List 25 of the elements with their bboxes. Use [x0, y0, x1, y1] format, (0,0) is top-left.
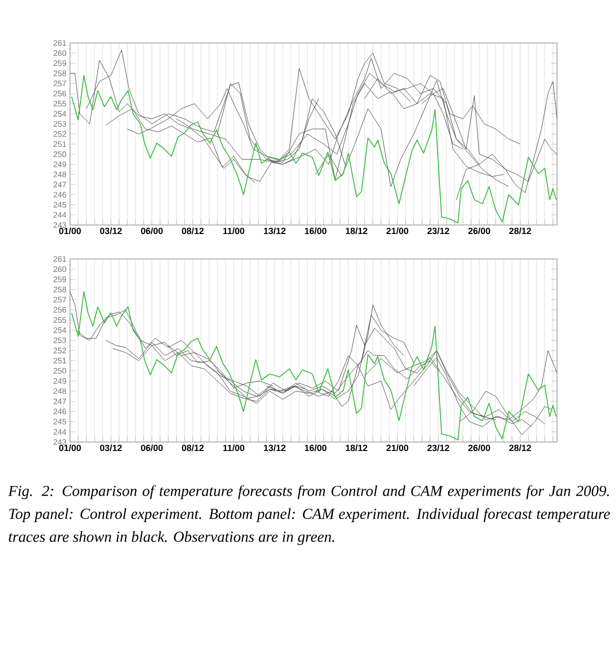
x-tick-label: 08/12: [182, 444, 204, 452]
x-tick-label: 01/00: [59, 444, 81, 452]
x-tick-label: 26/00: [468, 444, 490, 452]
x-tick-label: 23/12: [427, 444, 450, 452]
x-tick-label: 06/00: [140, 444, 163, 452]
x-tick-label: 18/12: [346, 444, 368, 452]
x-tick-label: 03/12: [100, 444, 122, 452]
x-tick-label: 26/00: [468, 228, 490, 234]
x-tick-label: 28/12: [509, 444, 532, 452]
x-tick-label: 11/00: [223, 444, 244, 452]
x-tick-label: 06/00: [140, 228, 163, 234]
x-tick-label: 18/12: [346, 228, 368, 234]
x-tick-label: 01/00: [59, 228, 81, 234]
x-tick-label: 13/12: [264, 228, 286, 234]
x-tick-label: 08/12: [182, 228, 204, 234]
x-tick-label: 16/00: [304, 444, 326, 452]
x-tick-label: 28/12: [509, 228, 532, 234]
x-tick-label: 23/12: [427, 228, 450, 234]
x-tick-label: 21/00: [386, 228, 408, 234]
x-tick-label: 21/00: [386, 444, 408, 452]
x-tick-label: 03/12: [100, 228, 122, 234]
x-tick-label: 13/12: [264, 444, 286, 452]
text: Fig. 2: Comparison of temperature forecasts from Control and CAM experiments for Jan 2009. Top panel: Control experiment. Bottom panel: CAM experiment. Individual forecast temperature traces are shown in black. Observations are in green.: [8, 485, 610, 546]
x-tick-label: 16/00: [304, 228, 326, 234]
x-tick-label: 11/00: [223, 228, 244, 234]
